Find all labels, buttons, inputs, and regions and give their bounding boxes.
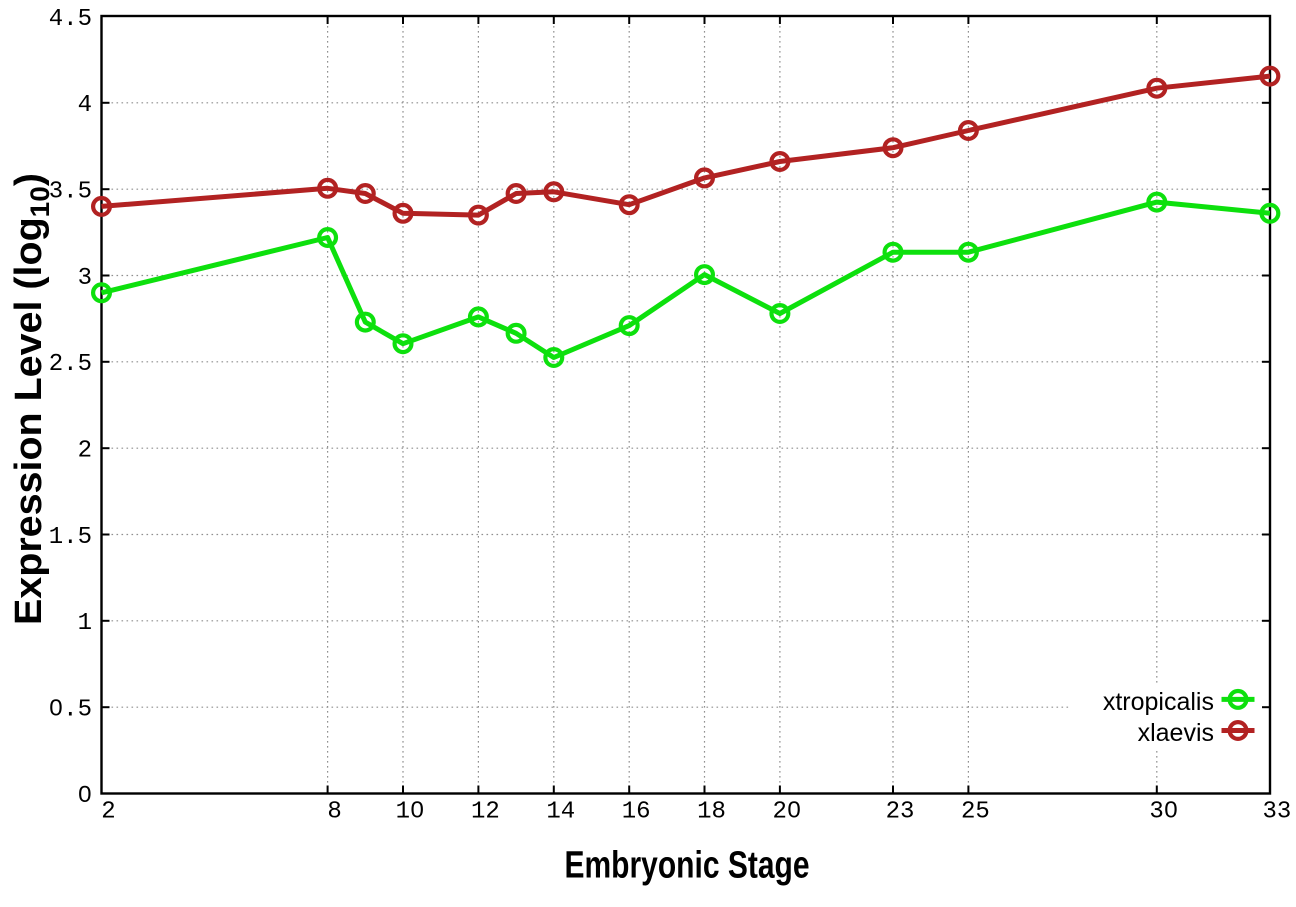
svg-text:2: 2 <box>78 438 92 465</box>
svg-text:xtropicalis: xtropicalis <box>1103 688 1214 716</box>
svg-text:16: 16 <box>622 799 651 826</box>
svg-text:1: 1 <box>78 610 92 637</box>
svg-text:23: 23 <box>886 799 915 826</box>
svg-text:20: 20 <box>772 799 801 826</box>
svg-text:3: 3 <box>78 265 92 292</box>
svg-text:xlaevis: xlaevis <box>1138 719 1214 747</box>
svg-text:Expression Level (log10): Expression Level (log10) <box>8 173 55 625</box>
svg-text:2.5: 2.5 <box>49 351 92 378</box>
svg-text:25: 25 <box>961 799 990 826</box>
svg-text:10: 10 <box>396 799 425 826</box>
svg-text:8: 8 <box>327 799 341 826</box>
svg-text:4: 4 <box>78 92 92 119</box>
svg-text:2: 2 <box>101 799 115 826</box>
svg-text:30: 30 <box>1149 799 1178 826</box>
svg-text:14: 14 <box>546 799 575 826</box>
svg-text:Embryonic Stage: Embryonic Stage <box>565 845 810 887</box>
svg-text:3.5: 3.5 <box>49 179 92 206</box>
svg-text:1.5: 1.5 <box>49 524 92 551</box>
svg-text:33: 33 <box>1262 799 1291 826</box>
svg-text:18: 18 <box>697 799 726 826</box>
svg-text:4.5: 4.5 <box>49 6 92 33</box>
svg-text:12: 12 <box>471 799 500 826</box>
